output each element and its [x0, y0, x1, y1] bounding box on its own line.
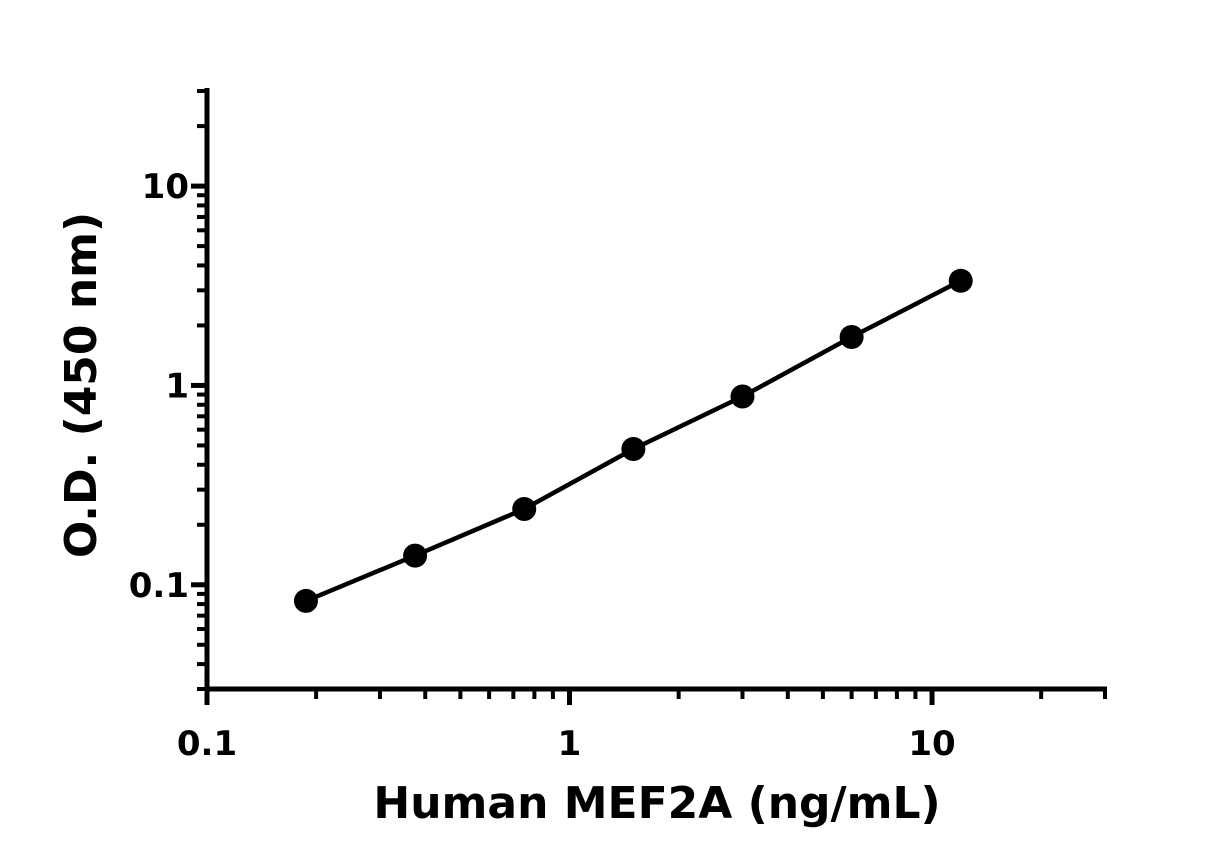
y-tick-label: 1 [165, 366, 189, 406]
y-tick-label: 10 [142, 167, 189, 207]
x-axis-title: Human MEF2A (ng/mL) [373, 778, 940, 829]
tick-labels: 0.1 1 10 0.1 1 10 [129, 167, 956, 764]
data-point [403, 543, 428, 568]
data-point [948, 268, 973, 293]
major-ticks [191, 183, 935, 705]
y-tick-label: 0.1 [129, 566, 189, 606]
data-point [730, 384, 755, 409]
data-point [839, 324, 864, 349]
data-point [293, 588, 318, 613]
y-axis-title: O.D. (450 nm) [56, 212, 107, 558]
minor-ticks [197, 89, 1107, 699]
x-tick-label: 1 [558, 724, 582, 764]
data-points [293, 268, 973, 613]
data-point [512, 496, 537, 521]
x-tick-label: 10 [908, 724, 955, 764]
x-tick-label: 0.1 [177, 724, 237, 764]
data-point [621, 436, 646, 461]
